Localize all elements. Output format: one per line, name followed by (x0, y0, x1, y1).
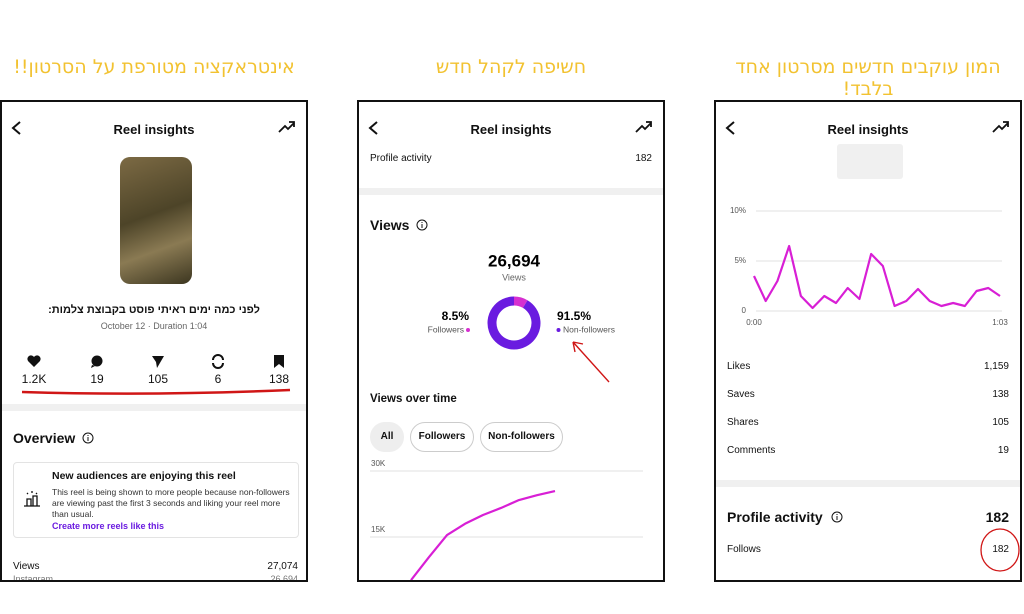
row-value: 182 (992, 544, 1009, 555)
red-circle (980, 528, 1020, 572)
filter-chip[interactable]: Followers (410, 422, 474, 452)
row-label: Views (13, 561, 40, 572)
stat-icons (27, 354, 284, 369)
header-title: Reel insights (113, 122, 195, 137)
caption: אינטראקציה מטורפת על הסרטון!! (13, 56, 295, 78)
section-title: Views (370, 217, 410, 233)
reel-caption: לפני כמה ימים ראיתי פוסט בקבוצת צלמות: (48, 304, 260, 316)
filter-chip[interactable]: All (370, 422, 404, 452)
separator (359, 188, 663, 195)
legend-dot (466, 328, 470, 332)
trend-icon[interactable] (635, 120, 653, 134)
section-value: 182 (985, 509, 1009, 525)
separator (2, 404, 306, 411)
caption: המון עוקבים חדשים מסרטון אחד בלבד! (735, 56, 1001, 100)
row-value: 19 (997, 445, 1009, 456)
reel-meta: October 12 · Duration 1:04 (100, 321, 208, 331)
trend-icon[interactable] (278, 120, 296, 134)
center-value: 26,694 (488, 251, 541, 270)
red-underline (21, 388, 291, 395)
red-arrow (572, 341, 610, 383)
row-label: Profile activity (370, 153, 432, 164)
retention-line-chart: 0 5% 10% 0:00 1:03 (730, 206, 1008, 327)
legend-label: Non-followers (563, 324, 615, 334)
value-label: 8.5% (442, 309, 470, 323)
reel-thumbnail[interactable] (120, 157, 192, 284)
separator (716, 480, 1020, 487)
data-line (753, 244, 1001, 310)
card-link[interactable]: Create more reels like this (52, 521, 165, 531)
donut-chart: 26,694 Views 8.5%Followers 91.5%Non-followe… (428, 251, 615, 350)
row-value: 26,694 (270, 574, 298, 582)
stat-value: 105 (147, 372, 169, 386)
legend-dot (556, 328, 561, 332)
row-label: Follows (727, 544, 761, 555)
row-label: Comments (727, 445, 776, 456)
stat-value: 1.2K (21, 372, 47, 386)
y-tick-label: 15K (371, 525, 386, 534)
value-label: 91.5% (557, 309, 591, 323)
insight-card (13, 462, 299, 538)
legend-label: Followers (428, 324, 464, 334)
info-icon[interactable] (82, 432, 94, 444)
section-title: Overview (13, 430, 76, 446)
row-label: Likes (727, 361, 751, 372)
x-tick-label: 0:00 (746, 318, 762, 327)
header-title: Reel insights (827, 122, 909, 137)
row-value: 1,159 (983, 361, 1009, 372)
back-icon[interactable] (10, 120, 24, 136)
placeholder (837, 144, 903, 179)
card-icon (24, 491, 40, 507)
stat-value: 138 (268, 372, 290, 386)
trend-icon[interactable] (992, 120, 1010, 134)
filter-chip[interactable]: Non-followers (480, 422, 563, 452)
phone-panel: Reel insights 0 5% 10% 0:00 1:03 Likes 1,159… (714, 100, 1022, 582)
info-icon[interactable] (416, 219, 428, 231)
row-label: Shares (727, 417, 759, 428)
info-icon[interactable] (831, 511, 843, 523)
back-icon[interactable] (367, 120, 381, 136)
section-title: Profile activity (727, 509, 823, 525)
row-value: 182 (635, 153, 652, 164)
card-title: New audiences are enjoying this reel (52, 470, 236, 482)
row-value: 138 (992, 389, 1009, 400)
row-value: 27,074 (267, 561, 298, 572)
back-icon[interactable] (724, 120, 738, 136)
phone-panel: Reel insights לפני כמה ימים ראיתי פוסט ב… (0, 100, 308, 582)
x-tick-label: 1:03 (992, 318, 1008, 327)
caption: חשיפה לקהל חדש (435, 56, 587, 78)
data-line (410, 489, 556, 580)
row-value: 105 (992, 417, 1009, 428)
card-body: This reel is being shown to more people … (52, 487, 290, 519)
center-label: Views (502, 272, 526, 282)
stat-value: 6 (214, 372, 222, 386)
phone-panel: Reel insights Profile activity 182 Views… (357, 100, 665, 582)
donut-segment (487, 296, 541, 350)
y-tick-label: 30K (371, 460, 386, 468)
y-tick-label: 0 (742, 306, 747, 315)
row-label: Instagram (13, 574, 54, 582)
header-title: Reel insights (470, 122, 552, 137)
section-title: Views over time (370, 393, 457, 405)
stat-value: 19 (90, 372, 104, 386)
y-tick-label: 5% (734, 256, 746, 265)
y-tick-label: 10% (730, 206, 746, 215)
donut-segment (513, 296, 528, 309)
row-label: Saves (727, 389, 755, 400)
views-line-chart: 15K 30K (370, 460, 643, 580)
